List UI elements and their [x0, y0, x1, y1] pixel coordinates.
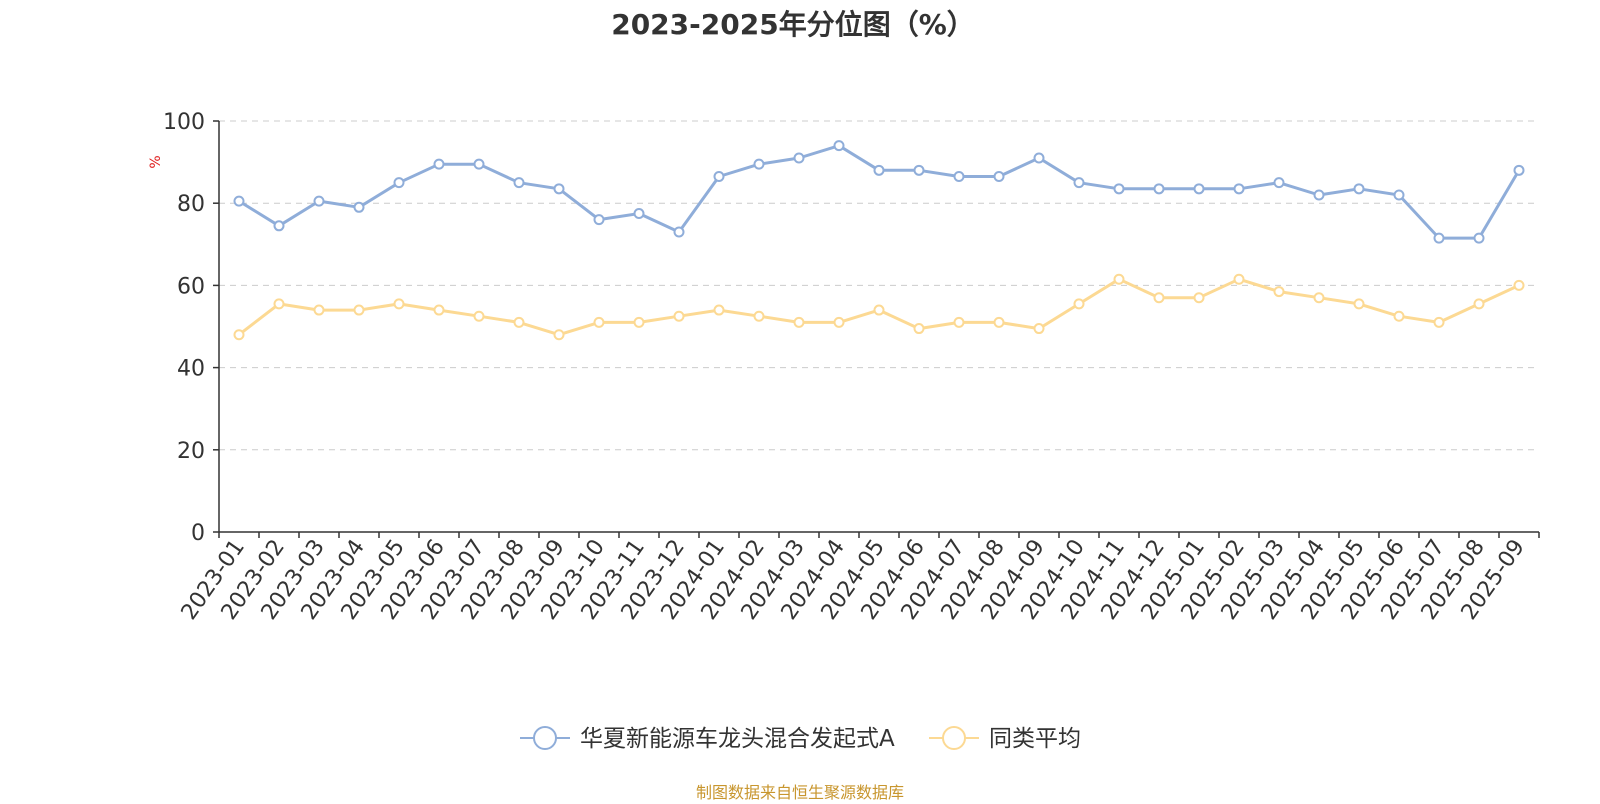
data-point[interactable] — [1513, 279, 1525, 291]
data-point[interactable] — [873, 304, 885, 316]
data-point[interactable] — [793, 152, 805, 164]
data-point[interactable] — [1393, 189, 1405, 201]
series-line-1 — [238, 144, 1521, 240]
data-point[interactable] — [313, 195, 325, 207]
data-point[interactable] — [1313, 292, 1325, 304]
data-point[interactable] — [633, 207, 645, 219]
data-point[interactable] — [353, 201, 365, 213]
data-point[interactable] — [1513, 164, 1525, 176]
data-point[interactable] — [593, 316, 605, 328]
data-point[interactable] — [833, 140, 845, 152]
data-point[interactable] — [1353, 183, 1365, 195]
data-point[interactable] — [1153, 292, 1165, 304]
data-point[interactable] — [673, 226, 685, 238]
series-layer — [233, 140, 1525, 341]
data-point[interactable] — [1473, 298, 1485, 310]
data-point[interactable] — [993, 170, 1005, 182]
data-point[interactable] — [1033, 152, 1045, 164]
data-point[interactable] — [1113, 183, 1125, 195]
data-point[interactable] — [1233, 183, 1245, 195]
data-point[interactable] — [593, 214, 605, 226]
data-point[interactable] — [1353, 298, 1365, 310]
data-point[interactable] — [553, 183, 565, 195]
data-point[interactable] — [273, 220, 285, 232]
data-point[interactable] — [913, 323, 925, 335]
data-point[interactable] — [433, 304, 445, 316]
data-point[interactable] — [793, 316, 805, 328]
legend-item-1[interactable]: 华夏新能源车龙头混合发起式A — [520, 726, 895, 752]
data-point[interactable] — [393, 298, 405, 310]
data-point[interactable] — [953, 170, 965, 182]
data-point[interactable] — [473, 158, 485, 170]
data-point[interactable] — [393, 177, 405, 189]
source-note: 制图数据来自恒生聚源数据库 — [695, 783, 904, 802]
legend-item-2[interactable]: 同类平均 — [929, 726, 1081, 752]
data-point[interactable] — [1153, 183, 1165, 195]
data-point[interactable] — [1313, 189, 1325, 201]
y-tick-label: 60 — [177, 274, 205, 299]
y-tick-label: 80 — [177, 192, 205, 217]
legend-marker-icon — [942, 726, 966, 750]
grid-layer — [219, 120, 1539, 451]
data-point[interactable] — [1073, 177, 1085, 189]
data-point[interactable] — [273, 298, 285, 310]
data-point[interactable] — [713, 304, 725, 316]
data-point[interactable] — [1433, 232, 1445, 244]
data-point[interactable] — [1473, 232, 1485, 244]
y-tick-label: 20 — [177, 439, 205, 464]
y-tick-label: 0 — [191, 521, 205, 546]
data-point[interactable] — [1273, 177, 1285, 189]
data-point[interactable] — [1073, 298, 1085, 310]
data-point[interactable] — [993, 316, 1005, 328]
data-point[interactable] — [513, 177, 525, 189]
data-point[interactable] — [953, 316, 965, 328]
legend-label: 华夏新能源车龙头混合发起式A — [580, 726, 895, 752]
data-point[interactable] — [753, 158, 765, 170]
data-point[interactable] — [433, 158, 445, 170]
data-point[interactable] — [1113, 273, 1125, 285]
data-point[interactable] — [713, 170, 725, 182]
data-point[interactable] — [353, 304, 365, 316]
chart-title: 2023-2025年分位图（%） — [611, 8, 975, 41]
legend-label: 同类平均 — [989, 726, 1081, 752]
data-point[interactable] — [233, 329, 245, 341]
data-point[interactable] — [673, 310, 685, 322]
data-point[interactable] — [833, 316, 845, 328]
data-point[interactable] — [313, 304, 325, 316]
y-axis-label: % — [148, 155, 164, 168]
data-point[interactable] — [913, 164, 925, 176]
data-point[interactable] — [873, 164, 885, 176]
data-point[interactable] — [1433, 316, 1445, 328]
data-point[interactable] — [233, 195, 245, 207]
data-point[interactable] — [1393, 310, 1405, 322]
data-point[interactable] — [1033, 323, 1045, 335]
y-tick-label: 100 — [163, 110, 205, 135]
legend[interactable]: 华夏新能源车龙头混合发起式A 同类平均 — [520, 726, 1081, 752]
data-point[interactable] — [1193, 292, 1205, 304]
data-point[interactable] — [1273, 286, 1285, 298]
data-point[interactable] — [553, 329, 565, 341]
data-point[interactable] — [753, 310, 765, 322]
data-point[interactable] — [1193, 183, 1205, 195]
data-point[interactable] — [633, 316, 645, 328]
y-tick-label: 40 — [177, 357, 205, 382]
data-point[interactable] — [1233, 273, 1245, 285]
data-point[interactable] — [513, 316, 525, 328]
data-point[interactable] — [473, 310, 485, 322]
legend-marker-icon — [533, 726, 557, 750]
